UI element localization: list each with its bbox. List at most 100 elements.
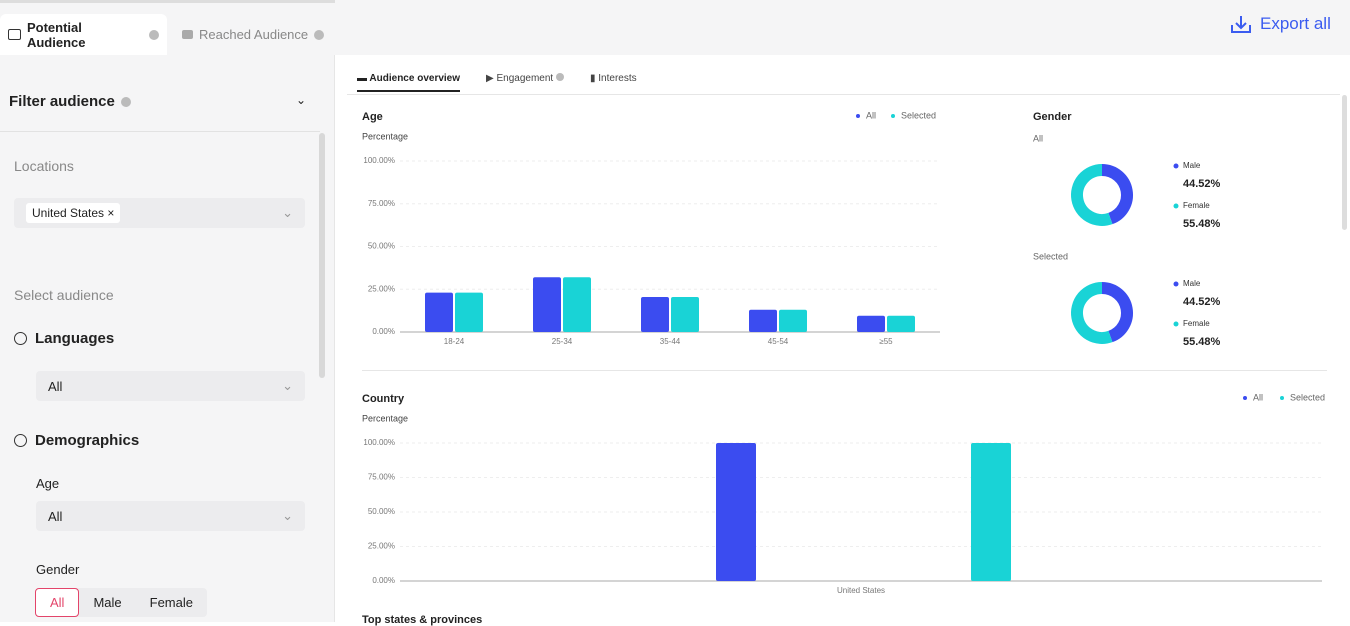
y-tick-label: 75.00% — [368, 199, 395, 208]
legend-dot — [1243, 396, 1247, 400]
bar — [716, 443, 756, 581]
bar — [779, 309, 807, 332]
section-label: Demographics — [35, 432, 140, 449]
option[interactable]: Female — [149, 595, 193, 610]
bar — [887, 315, 915, 332]
option[interactable]: All — [35, 588, 80, 617]
label: Gender — [36, 562, 80, 577]
y-tick-label: 0.00% — [372, 327, 395, 336]
legend-dot — [1173, 321, 1179, 327]
bar — [857, 315, 885, 332]
chart-title: Gender — [1033, 111, 1072, 123]
bar — [749, 309, 777, 332]
y-tick-label: 100.00% — [363, 156, 395, 165]
y-tick-label: 0.00% — [372, 576, 395, 585]
subtab[interactable]: ▶ Engagement — [486, 73, 564, 92]
help-icon — [555, 73, 564, 81]
bar — [455, 292, 483, 332]
icon — [8, 29, 21, 40]
bar — [425, 292, 453, 332]
tab[interactable]: Potential Audience — [0, 14, 167, 55]
bar — [563, 277, 591, 332]
location-select[interactable]: United States × ⌄ — [14, 198, 305, 228]
axis-label: Percentage — [362, 413, 408, 423]
tab-label: Reached Audience — [199, 27, 309, 42]
icon — [14, 434, 27, 447]
scrollbar — [319, 133, 325, 378]
legend-label: Selected — [1290, 392, 1325, 402]
help-icon — [314, 29, 325, 40]
select-value: All — [48, 508, 63, 524]
subtab[interactable]: ▬ Audience overview — [357, 73, 461, 92]
value-label: 44.52% — [1183, 296, 1221, 308]
gender-toggle: All Male Female — [35, 588, 207, 617]
select[interactable]: All ⌄ — [36, 371, 305, 401]
y-tick-label: 50.00% — [368, 242, 395, 251]
subtab-label: Audience overview — [369, 73, 461, 84]
label: Locations — [14, 158, 74, 174]
y-tick-label: 100.00% — [363, 438, 395, 447]
donut-slice — [1101, 282, 1133, 343]
bar — [641, 296, 669, 332]
export-label: Export all — [1260, 14, 1331, 33]
bar — [971, 443, 1011, 581]
legend-dot — [1173, 163, 1179, 169]
top-line — [0, 0, 335, 3]
tab[interactable]: Reached Audience — [174, 14, 332, 55]
subtab-label: Interests — [598, 73, 637, 84]
help-icon — [149, 29, 159, 40]
select[interactable]: All ⌄ — [36, 501, 305, 531]
section: Languages — [14, 330, 114, 347]
label: Select audience — [14, 287, 114, 303]
legend-label: Selected — [901, 110, 936, 120]
tab-label: Potential Audience — [26, 19, 86, 50]
y-tick-label: 75.00% — [368, 473, 395, 482]
value-label: 44.52% — [1183, 178, 1221, 190]
option[interactable]: Male — [93, 595, 122, 610]
legend-dot — [1173, 281, 1179, 287]
donut-slice — [1071, 164, 1113, 226]
scrollbar — [1342, 95, 1347, 230]
chip[interactable]: United States × — [26, 203, 121, 223]
legend-label: Female — [1183, 201, 1210, 210]
x-tick-label: 35-44 — [660, 337, 681, 346]
legend-label: All — [866, 110, 876, 120]
donut-slice — [1101, 164, 1133, 225]
x-tick-label: ≥55 — [879, 337, 893, 346]
legend-dot — [1280, 396, 1284, 400]
top-bar — [0, 0, 1350, 55]
legend-dot — [1173, 203, 1179, 209]
subtabs: ▬ Audience overview ▶ Engagement ▮ Inter… — [357, 73, 637, 92]
donut-slice — [1071, 282, 1113, 344]
legend-label: Male — [1183, 279, 1201, 288]
legend-label: Male — [1183, 161, 1201, 170]
export-button[interactable]: Export all — [1230, 14, 1331, 34]
x-tick-label: United States — [837, 586, 885, 595]
chart-title: Age — [362, 111, 383, 123]
value-label: 55.48% — [1183, 336, 1221, 348]
icon — [182, 30, 193, 39]
icon — [14, 332, 27, 345]
x-tick-label: 45-54 — [768, 337, 789, 346]
legend-label: Female — [1183, 319, 1210, 328]
section: Demographics — [14, 432, 139, 449]
section-label: Languages — [35, 330, 115, 347]
divider — [347, 94, 1340, 95]
chart-subtitle: All — [1033, 133, 1043, 143]
chart-title: Country — [362, 393, 405, 405]
bar — [671, 296, 699, 332]
x-tick-label: 18-24 — [444, 337, 465, 346]
divider — [362, 370, 1327, 371]
chart-subtitle: Selected — [1033, 251, 1068, 261]
subtab-label: Engagement — [496, 73, 554, 84]
legend-dot — [856, 114, 860, 118]
download-icon — [1231, 16, 1251, 33]
legend-label: All — [1253, 392, 1263, 402]
select-value: All — [48, 378, 63, 394]
chevron[interactable]: ⌄ — [296, 93, 307, 107]
subtab[interactable]: ▮ Interests — [589, 73, 637, 84]
y-tick-label: 50.00% — [368, 507, 395, 516]
y-tick-label: 25.00% — [368, 284, 395, 293]
section-title: Top states & provinces — [362, 614, 483, 626]
